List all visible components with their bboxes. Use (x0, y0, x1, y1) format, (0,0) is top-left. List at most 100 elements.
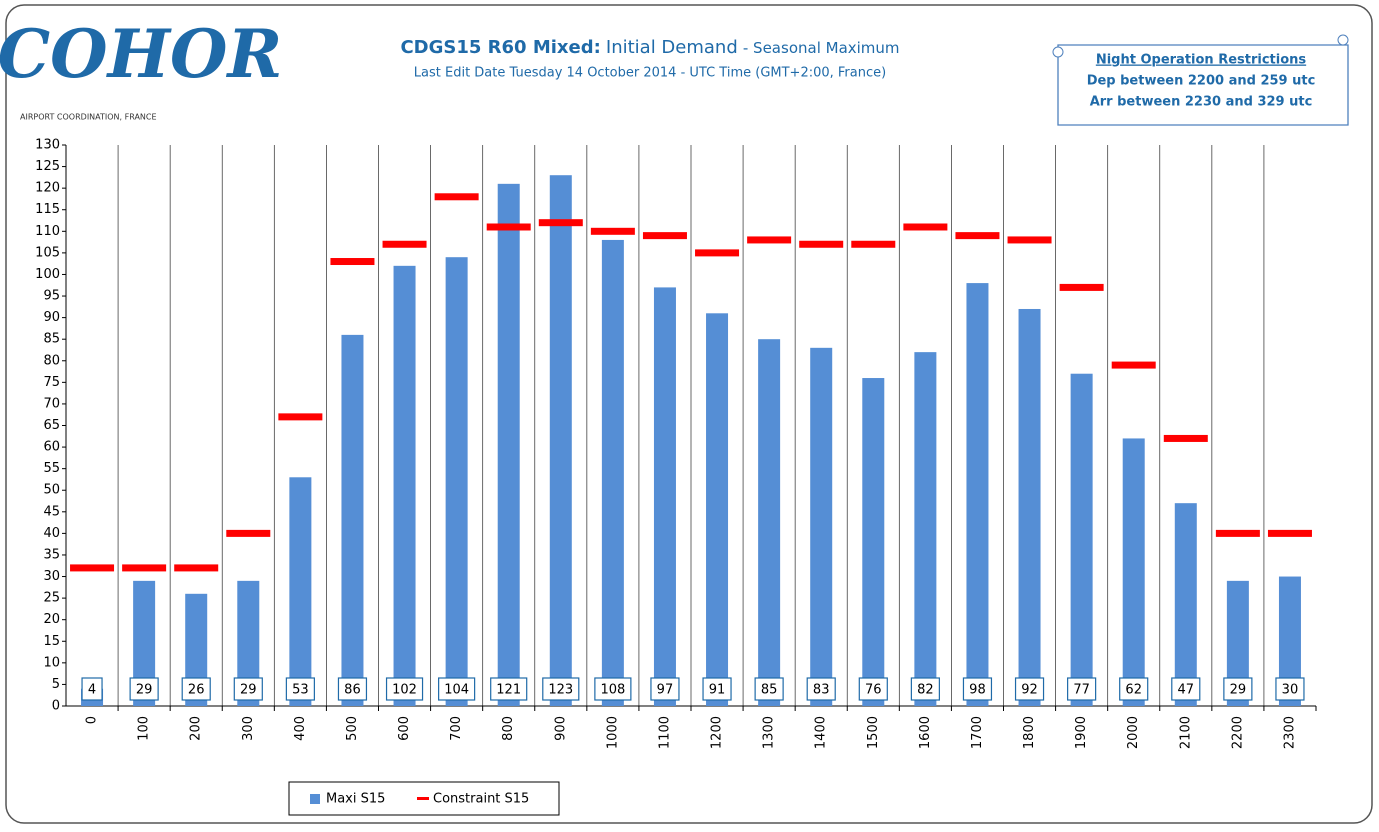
y-tick-label: 75 (43, 375, 60, 390)
data-label-box (594, 677, 632, 701)
y-tick-label: 120 (35, 181, 60, 196)
constraint-mark (851, 240, 896, 248)
logo-tagline: AIRPORT COORDINATION, FRANCE (20, 113, 157, 122)
data-label: 92 (1021, 683, 1038, 698)
x-tick-label: 800 (501, 716, 516, 741)
title-part: Initial Demand (606, 37, 738, 58)
data-label: 97 (657, 683, 674, 698)
bar (966, 283, 989, 706)
data-label-box (490, 677, 528, 701)
x-tick-label: 900 (553, 716, 568, 741)
data-label-box (754, 677, 784, 701)
bar (393, 265, 416, 706)
data-label-box (337, 677, 368, 701)
x-tick-label: 1700 (970, 716, 985, 749)
legend-label: Maxi S15 (326, 792, 385, 807)
y-tick-label: 100 (35, 267, 60, 282)
x-tick-label: 2200 (1230, 716, 1245, 749)
data-label-box (129, 677, 159, 701)
y-tick-label: 85 (43, 332, 60, 347)
y-tick-label: 25 (43, 591, 60, 606)
data-label: 26 (188, 683, 205, 698)
y-tick-label: 55 (43, 461, 60, 476)
bar (1174, 503, 1197, 706)
data-label: 62 (1125, 683, 1142, 698)
constraint-mark (799, 240, 844, 248)
bar (133, 580, 156, 706)
data-label: 82 (917, 683, 934, 698)
data-label-box (1014, 677, 1045, 701)
constraint-mark (1007, 236, 1052, 244)
data-label: 85 (761, 683, 778, 698)
data-label: 121 (496, 683, 521, 698)
bar (1278, 576, 1301, 706)
data-label-box (702, 677, 732, 701)
bar (653, 287, 676, 706)
logo: COHOR (0, 15, 282, 93)
data-label-box (385, 677, 424, 701)
constraint-mark (747, 236, 792, 244)
constraint-mark (1215, 529, 1260, 537)
bar (1122, 438, 1145, 706)
x-tick-label: 200 (189, 716, 204, 741)
x-tick-label: 300 (241, 716, 256, 741)
y-tick-label: 60 (43, 440, 60, 455)
data-label-box (81, 677, 103, 701)
y-tick-label: 80 (43, 353, 60, 368)
constraint-mark (1111, 361, 1156, 369)
constraint-mark (1163, 434, 1208, 442)
note-line: Dep between 2200 and 259 utc (1087, 74, 1316, 89)
legend-swatch (310, 794, 320, 804)
data-label: 29 (240, 683, 257, 698)
x-tick-label: 400 (293, 716, 308, 741)
constraint-mark (1059, 283, 1104, 291)
x-tick-label: 100 (137, 716, 152, 741)
data-label: 86 (344, 683, 361, 698)
x-tick-label: 1600 (918, 716, 933, 749)
y-tick-label: 115 (35, 202, 60, 217)
data-label-box (181, 677, 211, 701)
y-tick-label: 40 (43, 526, 60, 541)
x-tick-label: 1400 (814, 716, 829, 749)
note-line: Arr between 2230 and 329 utc (1090, 95, 1313, 110)
bar (237, 580, 260, 706)
data-label: 83 (813, 683, 830, 698)
y-tick-label: 95 (43, 289, 60, 304)
y-tick-label: 65 (43, 418, 60, 433)
y-tick-label: 0 (52, 699, 60, 714)
note-box (1057, 44, 1349, 126)
data-label: 77 (1073, 683, 1090, 698)
y-tick-label: 20 (43, 612, 60, 627)
title-part: - Seasonal Maximum (743, 39, 900, 57)
bar (445, 257, 468, 706)
data-label-box (910, 677, 940, 701)
constraint-mark (695, 249, 740, 257)
data-label-box (285, 677, 315, 701)
constraint-mark (1267, 529, 1312, 537)
data-label-box (1067, 677, 1097, 701)
frame (5, 4, 1373, 824)
legend-label: Constraint S15 (433, 792, 529, 807)
data-label-box (1223, 677, 1253, 701)
bar (1070, 373, 1093, 706)
note-title: Night Operation Restrictions (1096, 53, 1307, 68)
data-label-box (438, 677, 476, 701)
constraint-mark (70, 564, 115, 572)
x-tick-label: 2100 (1178, 716, 1193, 749)
data-label: 98 (969, 683, 986, 698)
scroll-curl (1052, 46, 1064, 58)
chart-title: CDGS15 R60 Mixed: Initial Demand - Seaso… (400, 37, 899, 58)
data-label: 30 (1282, 683, 1299, 698)
data-label: 104 (444, 683, 469, 698)
constraint-mark (642, 232, 687, 240)
constraint-mark (174, 564, 219, 572)
bar (497, 183, 520, 707)
y-tick-label: 70 (43, 396, 60, 411)
data-label-box (962, 677, 993, 701)
constraint-mark (382, 240, 427, 248)
x-tick-label: 600 (397, 716, 412, 741)
constraint-mark (278, 413, 323, 421)
x-tick-label: 1900 (1074, 716, 1089, 749)
